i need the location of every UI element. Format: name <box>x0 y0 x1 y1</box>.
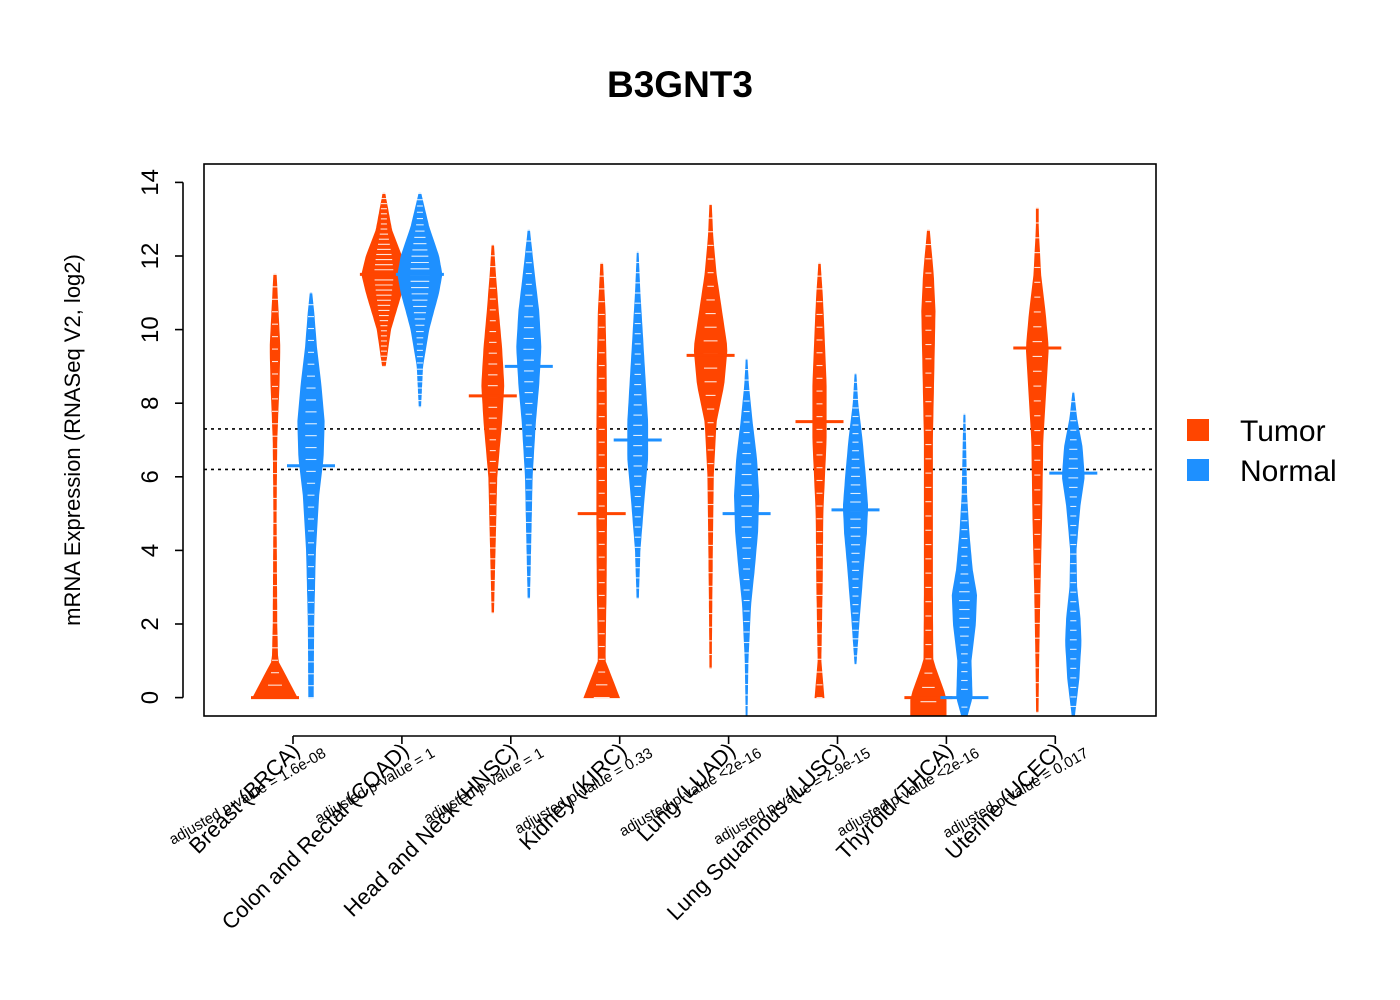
y-tick-label: 14 <box>137 169 164 196</box>
x-tick-label: Head and Neck (HNSC) <box>339 738 523 922</box>
bean-tumor <box>795 262 844 699</box>
bean-tumor <box>577 262 626 699</box>
plot-frame <box>203 163 1157 717</box>
bean-normal <box>613 251 662 599</box>
y-tick-label: 0 <box>137 691 164 704</box>
bean-normal <box>395 192 444 408</box>
bean-tumor <box>686 203 735 669</box>
y-tick-label: 12 <box>137 243 164 270</box>
bean-normal <box>504 229 553 599</box>
bean-tumor <box>251 273 299 700</box>
chart-title: B3GNT3 <box>607 64 753 105</box>
legend-swatch <box>1187 459 1209 481</box>
bean-normal <box>722 358 771 717</box>
bean-tumor <box>468 244 517 614</box>
x-tick-pvalue: adjusted p-value = 1 <box>312 745 438 827</box>
x-tick-label: Lung Squamous (LUSC) <box>662 738 849 925</box>
y-tick-label: 8 <box>137 397 164 410</box>
legend-label: Tumor <box>1240 415 1326 448</box>
legend-label: Normal <box>1240 455 1337 488</box>
y-tick-label: 6 <box>137 470 164 483</box>
bean-normal <box>940 413 989 717</box>
bean-groups <box>251 192 1098 717</box>
y-tick-label: 10 <box>137 316 164 343</box>
legend: Tumor Normal <box>1187 415 1337 488</box>
y-axis: 0 2 4 6 8 10 12 14 <box>137 169 184 704</box>
x-axis: Breast (BRCA)adjusted p-value = 1.6e-08C… <box>166 735 1091 935</box>
bean-normal <box>287 292 335 699</box>
y-axis-label: mRNA Expression (RNASeq V2, log2) <box>60 254 85 626</box>
legend-swatch <box>1187 419 1209 441</box>
bean-normal <box>1049 391 1098 717</box>
bean-tumor <box>1013 207 1062 713</box>
y-tick-label: 4 <box>137 544 164 557</box>
y-tick-label: 2 <box>137 617 164 630</box>
bean-tumor <box>904 229 953 717</box>
bean-normal <box>831 373 880 666</box>
reference-lines <box>204 428 1156 471</box>
